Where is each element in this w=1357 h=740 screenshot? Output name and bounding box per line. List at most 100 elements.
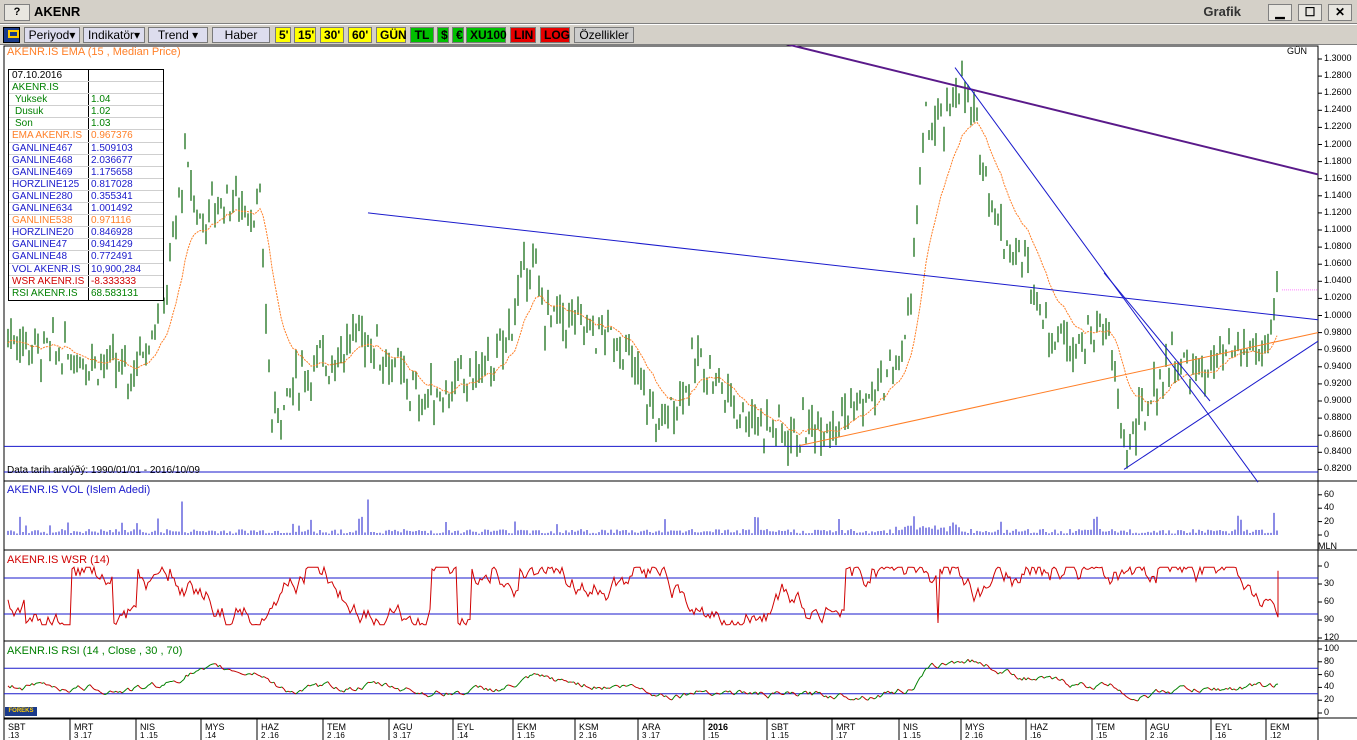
rsi-line (523, 676, 527, 679)
rsi-line (1009, 672, 1013, 675)
rsi-line (221, 667, 225, 671)
rsi-line (895, 688, 899, 693)
rsi-line (957, 661, 961, 663)
axis-tick-label: 30 (1324, 578, 1335, 588)
rsi-line (1123, 694, 1127, 697)
log-scale-button[interactable]: LOG (540, 27, 570, 43)
rsi-line (1229, 687, 1233, 691)
price-panel-label: AKENR.IS EMA (15 , Median Price) (7, 46, 181, 58)
rsi-line (757, 691, 761, 696)
rsi-line (407, 687, 411, 690)
rsi-line (743, 691, 747, 694)
rsi-line (193, 670, 197, 674)
rsi-line (107, 690, 111, 693)
axis-tick-label: 1.1400 (1324, 189, 1352, 200)
rsi-line (927, 665, 931, 669)
rsi-line (317, 684, 321, 688)
rsi-line (633, 685, 637, 688)
rsi-line (995, 671, 999, 675)
rsi-line (89, 684, 93, 688)
rsi-line (403, 687, 407, 690)
info-row-value: 1.509103 (91, 142, 133, 154)
rsi-line (533, 673, 537, 675)
x-day-label: .14 (457, 731, 469, 740)
currency-eur-button[interactable]: € (452, 27, 464, 43)
rsi-line (91, 686, 95, 690)
currency-tl-button[interactable]: TL (410, 27, 434, 43)
rsi-line (1243, 686, 1247, 689)
minimize-button[interactable]: ▁ (1268, 4, 1292, 21)
indicator-menu[interactable]: Indikatör▾ (83, 27, 145, 43)
logo-icon[interactable] (3, 27, 20, 43)
x-month-label: AGU (1150, 722, 1170, 732)
rsi-line (1213, 687, 1217, 691)
rsi-line (681, 692, 685, 696)
x-day-label: .12 (1270, 731, 1282, 740)
period-menu[interactable]: Periyod▾ (24, 27, 80, 43)
help-button[interactable]: ? (4, 4, 30, 21)
rsi-line (1119, 690, 1123, 694)
rsi-line (589, 687, 593, 690)
rsi-line (1201, 688, 1205, 691)
properties-button[interactable]: Özellikler (574, 27, 634, 43)
chart-area[interactable] (0, 45, 1357, 740)
interval-15m-button[interactable]: 15' (294, 27, 316, 43)
interval-5m-button[interactable]: 5' (275, 27, 291, 43)
rsi-line (601, 686, 605, 690)
xu100-button[interactable]: XU100 (466, 27, 507, 43)
rsi-line (1023, 677, 1027, 681)
info-row-label: Son (9, 118, 89, 130)
interval-60m-button[interactable]: 60' (348, 27, 372, 43)
rsi-line (303, 686, 307, 690)
rsi-line (1163, 690, 1167, 694)
axis-tick-label: 40 (1324, 502, 1335, 513)
rsi-line (57, 688, 61, 692)
info-row-label: GANLINE47 (9, 239, 89, 251)
rsi-line (1017, 678, 1021, 680)
rsi-line (987, 665, 991, 669)
rsi-line (951, 660, 955, 664)
rsi-line (961, 661, 965, 664)
maximize-button[interactable]: ☐ (1298, 4, 1322, 21)
rsi-line (109, 690, 113, 693)
rsi-line (889, 691, 893, 694)
rsi-line (685, 694, 689, 696)
rsi-line (427, 695, 431, 698)
info-row-value: 1.001492 (91, 203, 133, 215)
rsi-line (409, 688, 413, 692)
currency-usd-button[interactable]: $ (437, 27, 449, 43)
interval-30m-button[interactable]: 30' (320, 27, 344, 43)
rsi-line (381, 683, 385, 687)
x-day-label: 1 .15 (517, 731, 535, 740)
rsi-line (829, 695, 833, 698)
rsi-line (207, 664, 211, 667)
rsi-line (1219, 689, 1223, 692)
info-row-value: 0.971116 (91, 215, 132, 227)
trend-menu[interactable]: Trend ▾ (148, 27, 208, 43)
rsi-line (943, 663, 947, 666)
rsi-line (687, 692, 691, 696)
rsi-line (397, 688, 401, 692)
rsi-line (1057, 679, 1061, 681)
news-button[interactable]: Haber (212, 27, 270, 43)
linear-scale-button[interactable]: LIN (510, 27, 536, 43)
info-row-value: 68.583131 (91, 287, 139, 299)
rsi-line (1025, 677, 1029, 681)
rsi-line (1007, 669, 1011, 673)
close-button[interactable]: ✕ (1328, 4, 1352, 21)
rsi-line (755, 691, 759, 696)
x-month-label: AGU (393, 722, 413, 732)
x-month-label: TEM (1096, 722, 1115, 732)
rsi-line (1217, 688, 1221, 691)
info-row-value: 0.846928 (91, 227, 133, 239)
rsi-line (97, 689, 101, 693)
rsi-line (1151, 691, 1155, 694)
rsi-line (537, 673, 541, 677)
rsi-line (1141, 694, 1145, 697)
x-day-label: .14 (205, 731, 217, 740)
rsi-line (1015, 676, 1019, 680)
rsi-line (471, 686, 475, 689)
rsi-line (913, 684, 917, 690)
rsi-line (233, 670, 237, 673)
interval-day-button[interactable]: GÜN (376, 27, 407, 43)
